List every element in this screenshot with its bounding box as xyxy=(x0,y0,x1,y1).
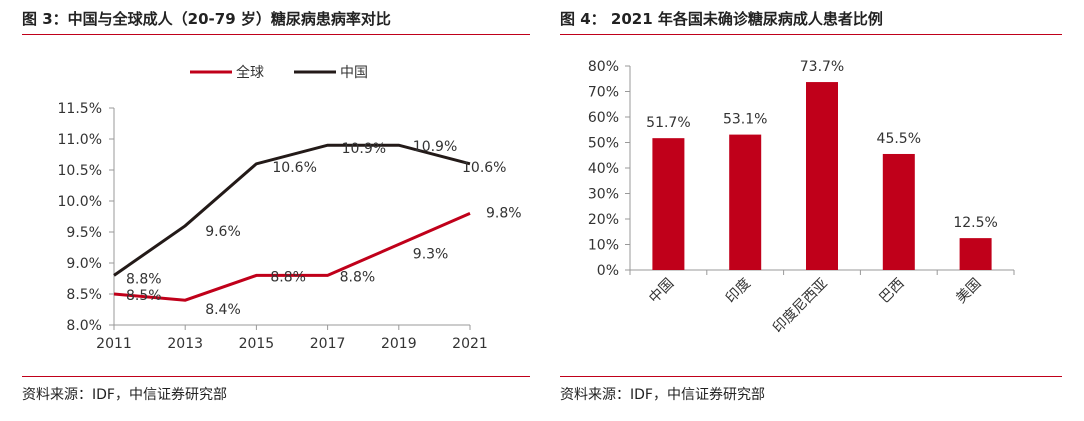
y-tick-label: 0% xyxy=(597,263,619,279)
y-tick-label: 40% xyxy=(588,161,619,177)
data-label-global: 8.8% xyxy=(270,269,306,285)
data-label-china: 9.6% xyxy=(205,224,241,240)
bar xyxy=(729,134,762,270)
data-label-china: 10.6% xyxy=(272,160,316,176)
data-label-global: 8.5% xyxy=(126,288,162,304)
data-label-china: 10.6% xyxy=(462,160,506,176)
data-label-global: 8.8% xyxy=(340,269,376,285)
x-tick-label: 2011 xyxy=(96,336,132,352)
y-tick-label: 11.0% xyxy=(58,132,102,148)
y-tick-label: 50% xyxy=(588,136,619,152)
y-tick-label: 10% xyxy=(588,238,619,254)
bar-value-label: 45.5% xyxy=(877,131,921,147)
right-source-rule xyxy=(560,376,1062,377)
x-tick-label: 2015 xyxy=(239,336,275,352)
category-label: 中国 xyxy=(646,276,677,307)
data-label-china: 10.9% xyxy=(342,141,386,157)
y-tick-label: 80% xyxy=(588,59,619,75)
y-tick-label: 20% xyxy=(588,212,619,228)
data-label-china: 8.8% xyxy=(126,271,162,287)
series-line-global xyxy=(113,212,471,302)
category-label: 巴西 xyxy=(877,276,908,307)
y-tick-label: 10.5% xyxy=(58,163,102,179)
legend: 全球 中国 xyxy=(190,64,368,81)
right-title-rule xyxy=(560,34,1062,35)
right-panel: 图 4： 2021 年各国未确诊糖尿病成人患者比例 0% 10% 20% 30% 40%… xyxy=(560,0,1062,421)
y-tick-label: 60% xyxy=(588,110,619,126)
x-tick-label: 2017 xyxy=(310,336,346,352)
y-tick-label: 10.0% xyxy=(58,194,102,210)
x-tick-label: 2019 xyxy=(381,336,417,352)
data-label-china: 10.9% xyxy=(413,139,457,155)
left-title-rule xyxy=(22,34,530,35)
y-tick-label: 9.0% xyxy=(66,256,102,272)
bar-value-label: 12.5% xyxy=(953,215,997,231)
left-source-rule xyxy=(22,376,530,377)
y-tick-label: 70% xyxy=(588,85,619,101)
right-source: 资料来源：IDF，中信证券研究部 xyxy=(560,387,765,403)
bar-value-label: 73.7% xyxy=(800,59,844,75)
bar-value-label: 53.1% xyxy=(723,112,767,128)
y-tick-label: 11.5% xyxy=(58,101,102,117)
data-label-global: 9.8% xyxy=(486,205,522,221)
left-panel: 图 3：中国与全球成人（20-79 岁）糖尿病患病率对比 8.0% 8.5% 9.0… xyxy=(22,0,530,421)
bar xyxy=(806,82,838,270)
data-label-global: 8.4% xyxy=(205,302,241,318)
line-chart: 8.0% 8.5% 9.0% 9.5% 10.0% 10.5% 11.0% 11.5% 2011… xyxy=(58,64,522,352)
left-chart-title: 图 3：中国与全球成人（20-79 岁）糖尿病患病率对比 xyxy=(22,10,391,28)
category-label: 美国 xyxy=(953,276,984,307)
bar xyxy=(882,153,915,270)
data-label-global: 9.3% xyxy=(413,246,449,262)
bar-chart: 0% 10% 20% 30% 40% 50% 60% 70% 80% 51.7% 中国 53.1% 印度… xyxy=(588,59,1015,337)
category-label: 印度 xyxy=(723,276,754,307)
y-tick-label: 8.5% xyxy=(66,287,102,303)
category-label: 印度尼西亚 xyxy=(770,276,831,337)
bar xyxy=(652,138,685,270)
bar-value-label: 51.7% xyxy=(646,115,690,131)
y-tick-label: 9.5% xyxy=(66,225,102,241)
legend-label-global: 全球 xyxy=(236,64,264,81)
left-source: 资料来源：IDF，中信证券研究部 xyxy=(22,387,227,403)
right-chart-title: 图 4： 2021 年各国未确诊糖尿病成人患者比例 xyxy=(560,10,883,28)
legend-label-china: 中国 xyxy=(340,65,368,81)
x-tick-label: 2013 xyxy=(167,336,203,352)
series-line-china xyxy=(113,143,471,277)
bar xyxy=(959,238,992,270)
y-tick-label: 8.0% xyxy=(66,318,102,334)
y-tick-label: 30% xyxy=(588,187,619,203)
x-tick-label: 2021 xyxy=(452,336,488,352)
